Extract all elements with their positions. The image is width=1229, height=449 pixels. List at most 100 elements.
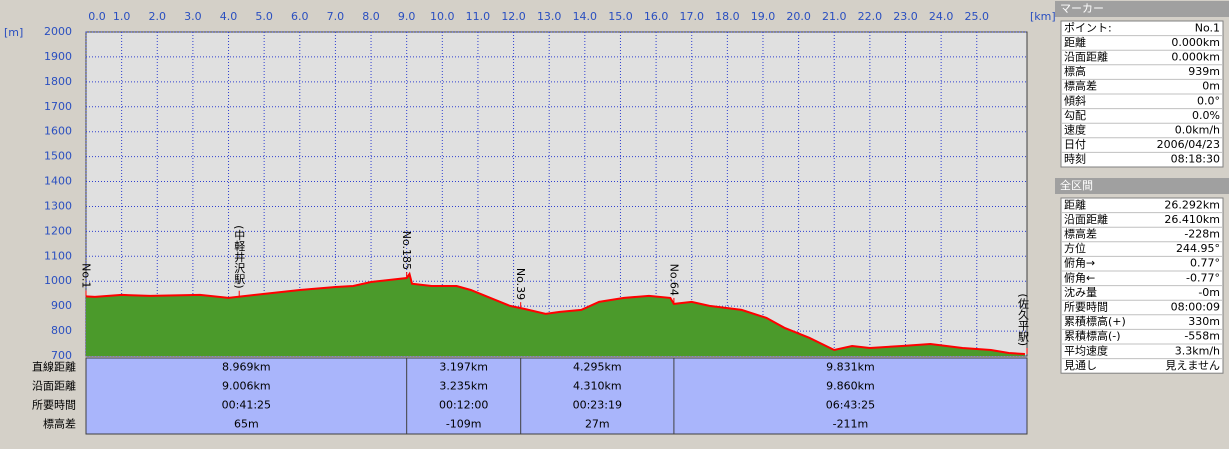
y-tick-label: 1800 xyxy=(44,75,72,88)
panel-value: 0.000km xyxy=(1171,36,1220,49)
panel-header xyxy=(1055,1,1229,17)
row-label: 沿面距離 xyxy=(32,379,76,393)
panel-title: 全区間 xyxy=(1060,178,1093,192)
panel-key: 累積標高(+) xyxy=(1064,314,1126,328)
x-tick-label: 1.0 xyxy=(113,10,131,23)
y-tick-label: 1500 xyxy=(44,150,72,163)
point-annotation: No.64 xyxy=(667,264,680,296)
panel-key: 標高 xyxy=(1064,64,1086,78)
y-tick-label: 1600 xyxy=(44,125,72,138)
x-tick-label: 14.0 xyxy=(573,10,598,23)
x-tick-label: 12.0 xyxy=(501,10,526,23)
panel-value: 見えません xyxy=(1165,359,1220,372)
panel-value: 26.292km xyxy=(1164,198,1220,211)
panel-value: 244.95° xyxy=(1176,242,1220,255)
panel-key: 俯角← xyxy=(1064,270,1095,284)
x-tick-label: 5.0 xyxy=(255,10,273,23)
x-tick-label: 19.0 xyxy=(751,10,776,23)
panel-value: 2006/04/23 xyxy=(1157,138,1220,151)
panel-value: 0.0% xyxy=(1192,109,1220,122)
y-tick-label: 800 xyxy=(51,324,72,337)
y-tick-label: 1100 xyxy=(44,249,72,262)
segment-cell: 9.860km xyxy=(826,380,875,393)
segment-cell: 00:41:25 xyxy=(222,399,271,412)
elevation-line xyxy=(85,271,1025,355)
segment-cell: 3.197km xyxy=(439,361,488,374)
point-annotation: No.185 xyxy=(400,231,413,270)
row-label: 直線距離 xyxy=(32,360,76,374)
panel-key: 所要時間 xyxy=(1064,301,1108,314)
panel-key: 距離 xyxy=(1064,35,1086,49)
x-tick-label: 0.0 xyxy=(88,10,106,23)
panel-value: -228m xyxy=(1184,228,1220,241)
segment-table xyxy=(85,357,1028,435)
segment-cell: 8.969km xyxy=(222,361,271,374)
segment-cell: 00:12:00 xyxy=(439,399,488,412)
panel-title: マーカー xyxy=(1060,2,1104,15)
panel-value: -0.77° xyxy=(1186,271,1220,284)
panel-key: 傾斜 xyxy=(1064,93,1086,107)
x-tick-label: 18.0 xyxy=(715,10,740,23)
point-annotation: No.39 xyxy=(514,268,527,300)
x-tick-label: 4.0 xyxy=(220,10,238,23)
x-tick-label: 3.0 xyxy=(184,10,202,23)
y-tick-label: 1000 xyxy=(44,274,72,287)
x-tick-label: 2.0 xyxy=(149,10,167,23)
segment-cell: 00:23:19 xyxy=(573,399,622,412)
y-axis-label: [m] xyxy=(4,26,23,39)
panel-key: 勾配 xyxy=(1064,109,1086,122)
panel-value: -558m xyxy=(1184,330,1220,343)
panel-value: 939m xyxy=(1188,65,1220,78)
y-tick-label: 1700 xyxy=(44,100,72,113)
panel-key: 方位 xyxy=(1064,241,1086,255)
y-tick-label: 700 xyxy=(51,349,72,362)
panel-key: 沿面距離 xyxy=(1064,212,1108,226)
segment-cell: 4.295km xyxy=(573,361,622,374)
x-tick-label: 15.0 xyxy=(608,10,633,23)
panel-value: 330m xyxy=(1188,315,1220,328)
panel-key: 沈み量 xyxy=(1064,285,1097,299)
segment-cell: -109m xyxy=(446,418,482,431)
panel-key: 速度 xyxy=(1064,123,1086,137)
panel-key: 俯角→ xyxy=(1064,256,1095,270)
panel-value: 0.0km/h xyxy=(1175,124,1220,137)
point-annotation: (佐久平駅) xyxy=(1017,293,1030,346)
segment-cell: 9.831km xyxy=(826,361,875,374)
panel-value: 08:00:09 xyxy=(1171,301,1220,314)
x-tick-label: 9.0 xyxy=(398,10,416,23)
segment-cell: 06:43:25 xyxy=(826,399,875,412)
segment-cell: 65m xyxy=(234,418,259,431)
panel-key: 見通し xyxy=(1064,359,1097,372)
panel-value: 0.0° xyxy=(1197,94,1220,107)
segment-cell: 9.006km xyxy=(222,380,271,393)
x-tick-label: 24.0 xyxy=(929,10,954,23)
panel-value: -0m xyxy=(1198,286,1220,299)
segment-cell: 27m xyxy=(585,418,610,431)
y-tick-label: 2000 xyxy=(44,25,72,38)
elevation-area xyxy=(86,274,1025,356)
x-tick-label: 23.0 xyxy=(893,10,918,23)
y-tick-label: 1400 xyxy=(44,175,72,188)
panel-value: 0.77° xyxy=(1190,257,1220,270)
panel-key: 平均速度 xyxy=(1064,343,1108,357)
x-tick-label: 7.0 xyxy=(327,10,345,23)
panel-key: ポイント: xyxy=(1064,21,1112,34)
x-tick-label: 20.0 xyxy=(786,10,811,23)
panel-key: 日付 xyxy=(1064,138,1086,151)
panel-key: 沿面距離 xyxy=(1064,50,1108,64)
panel-key: 標高差 xyxy=(1064,227,1097,241)
panel-value: No.1 xyxy=(1195,21,1220,34)
segment-cell: -211m xyxy=(833,418,869,431)
x-tick-label: 17.0 xyxy=(679,10,704,23)
x-axis-label: [km] xyxy=(1030,10,1056,23)
y-tick-label: 1900 xyxy=(44,50,72,63)
panel-value: 3.3km/h xyxy=(1175,344,1220,357)
x-tick-label: 16.0 xyxy=(644,10,669,23)
x-tick-label: 11.0 xyxy=(466,10,491,23)
panel-value: 26.410km xyxy=(1164,213,1220,226)
x-tick-label: 21.0 xyxy=(822,10,847,23)
segment-cell: 3.235km xyxy=(439,380,488,393)
x-tick-label: 22.0 xyxy=(858,10,883,23)
panel-key: 距離 xyxy=(1064,197,1086,211)
